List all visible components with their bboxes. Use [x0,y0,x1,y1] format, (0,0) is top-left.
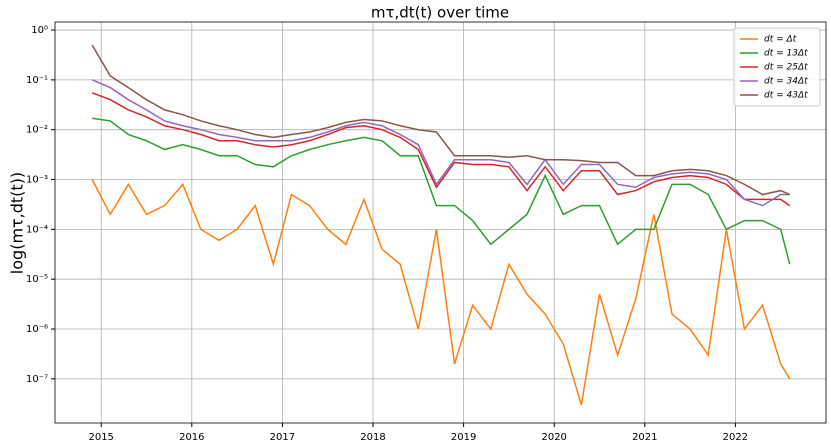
x-tick-label: 2016 [179,432,204,443]
y-tick-label: 10⁰ [31,25,48,36]
x-tick-label: 2015 [88,432,113,443]
legend-label: dt = 25Δt [764,63,808,73]
legend-label: dt = 34Δt [764,77,808,87]
series-line [92,117,791,265]
plot-frame [54,21,827,424]
x-tick-label: 2020 [541,432,566,443]
series-line [91,79,790,207]
y-tick-label: 10⁻¹ [26,75,48,86]
series-line [91,44,791,196]
y-tick-label: 10⁻² [26,125,48,136]
x-tick-label: 2018 [360,432,385,443]
series-line [91,179,791,406]
chart-title: mτ,dt(t) over time [371,4,509,22]
x-tick-label: 2017 [270,432,295,443]
legend-label: dt = 43Δt [764,91,808,101]
y-tick-label: 10⁻⁵ [26,274,48,285]
y-axis-label: log(mτ,dt(t)) [8,172,27,274]
y-tick-label: 10⁻⁴ [26,224,48,235]
legend-box [733,27,821,107]
y-tick-label: 10⁻³ [26,175,48,186]
x-tick-label: 2021 [632,432,657,443]
y-tick-label: 10⁻⁷ [26,374,48,385]
legend-label: dt = 13Δt [764,49,808,59]
legend-label: dt = Δt [764,35,797,45]
y-tick-label: 10⁻⁶ [26,324,48,335]
x-tick-label: 2019 [451,432,476,443]
x-tick-label: 2022 [723,432,748,443]
series-line [91,92,791,207]
